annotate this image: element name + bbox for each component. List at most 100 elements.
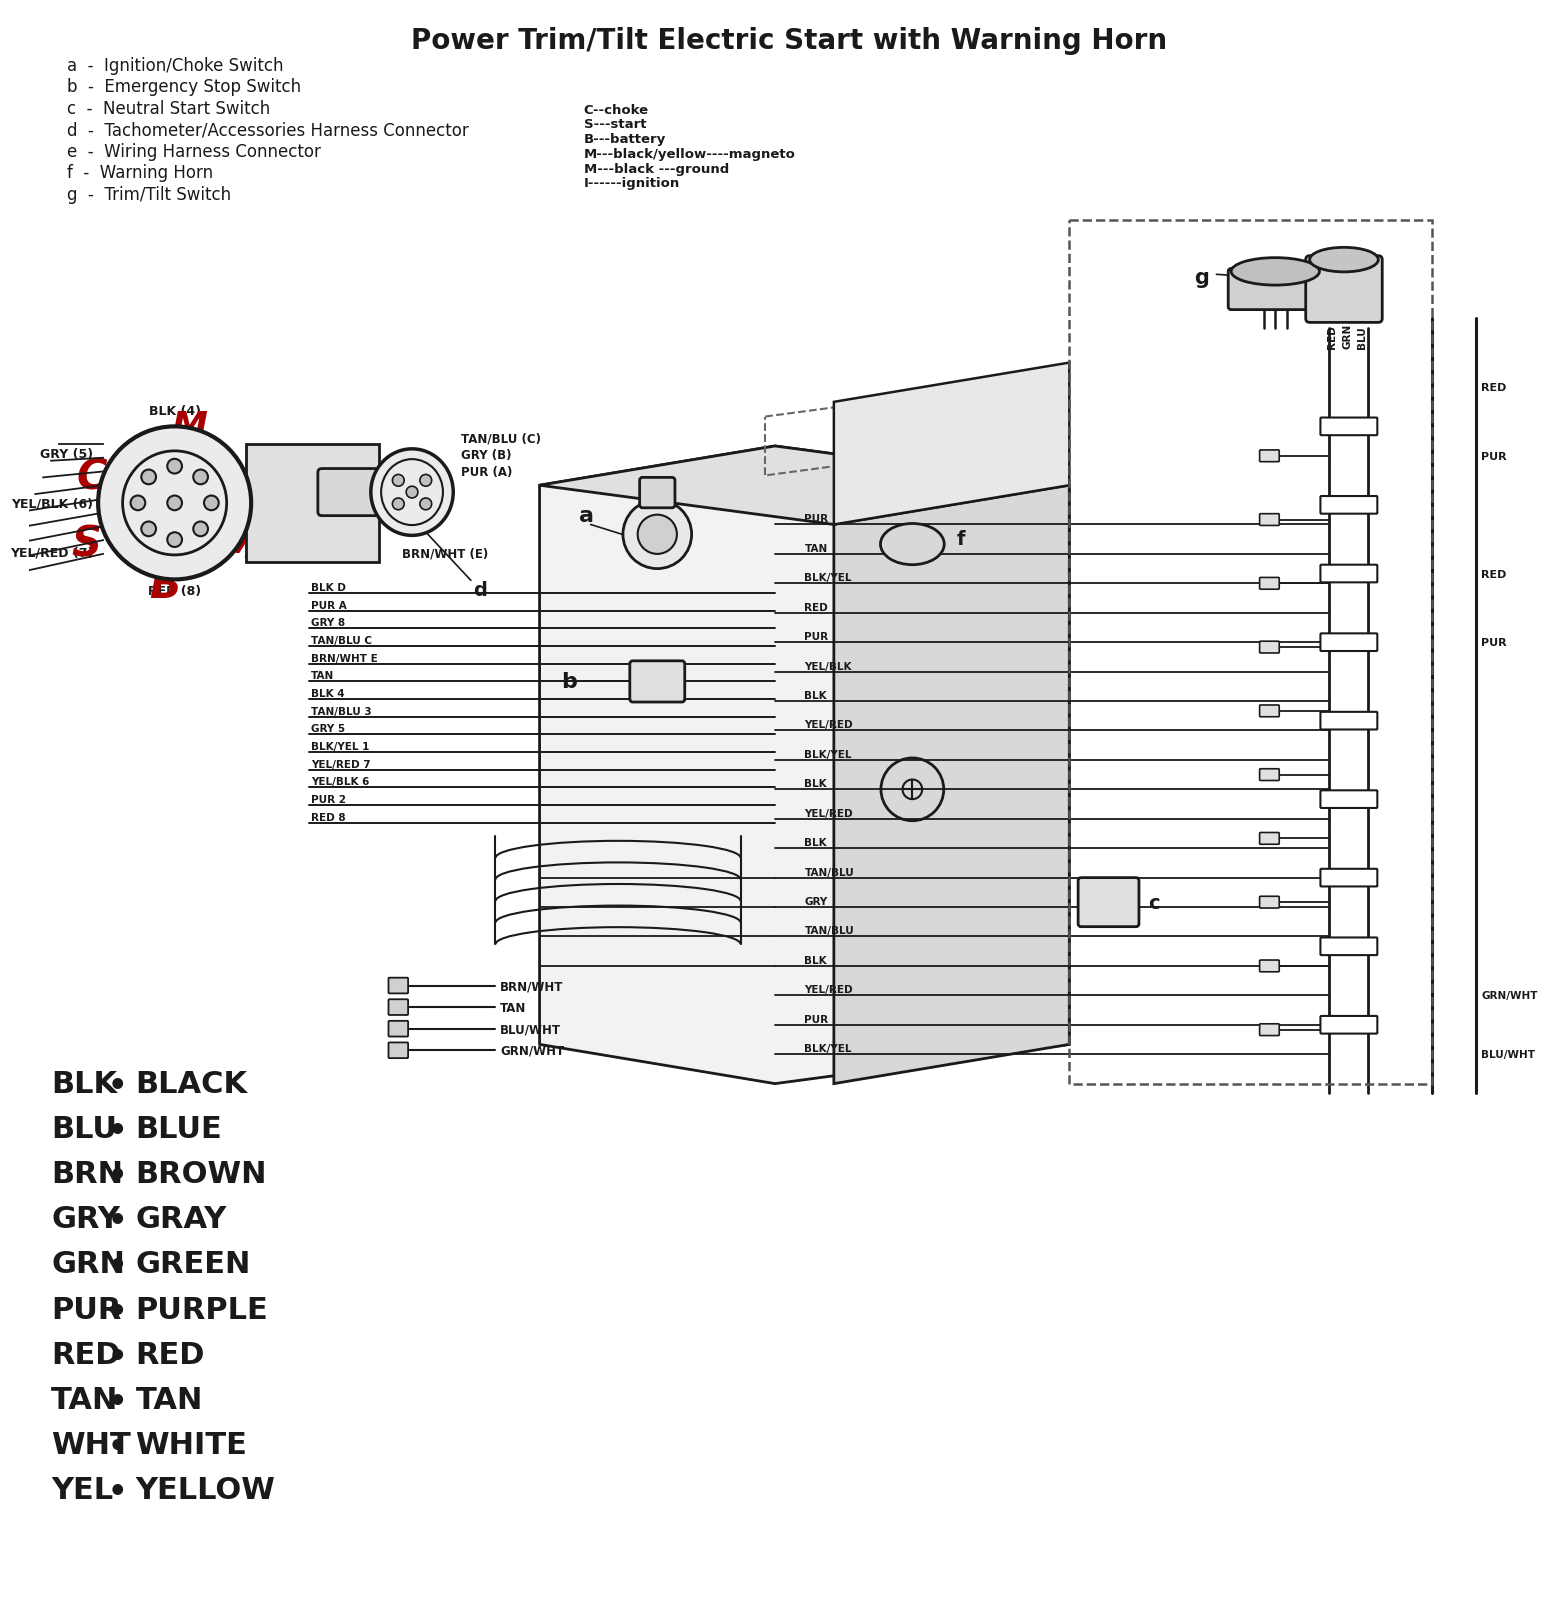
FancyBboxPatch shape [1320, 418, 1377, 436]
Circle shape [420, 499, 432, 510]
FancyBboxPatch shape [1320, 497, 1377, 515]
FancyBboxPatch shape [1306, 257, 1382, 323]
Text: •: • [108, 1072, 127, 1101]
Text: BLACK: BLACK [135, 1068, 248, 1098]
Text: f: f [956, 529, 965, 549]
Circle shape [98, 428, 251, 579]
FancyBboxPatch shape [246, 445, 378, 562]
Text: BLK (4): BLK (4) [149, 405, 201, 418]
Text: PUR (2): PUR (2) [256, 497, 310, 510]
Text: BLK 4: BLK 4 [311, 689, 344, 699]
Circle shape [194, 470, 208, 484]
Circle shape [638, 515, 677, 555]
Text: •: • [108, 1432, 127, 1461]
Text: c  -  Neutral Start Switch: c - Neutral Start Switch [67, 100, 270, 118]
Circle shape [392, 499, 404, 510]
Text: WHITE: WHITE [135, 1430, 248, 1459]
FancyBboxPatch shape [1259, 705, 1279, 717]
Text: YEL/RED: YEL/RED [804, 809, 853, 818]
Text: GRY: GRY [804, 896, 827, 907]
Text: •: • [108, 1117, 127, 1146]
Text: GREEN: GREEN [135, 1249, 251, 1278]
Polygon shape [539, 447, 1069, 1085]
Text: YEL/RED (7): YEL/RED (7) [9, 546, 93, 558]
FancyBboxPatch shape [389, 1043, 407, 1059]
Text: GRN/WHT: GRN/WHT [1481, 991, 1538, 1001]
Text: GRY (5): GRY (5) [40, 449, 93, 462]
FancyBboxPatch shape [1320, 1017, 1377, 1035]
Text: M: M [220, 531, 257, 565]
Polygon shape [833, 486, 1069, 1085]
Ellipse shape [1231, 258, 1320, 286]
Text: PUR A: PUR A [311, 600, 347, 610]
Text: GRN/WHT: GRN/WHT [500, 1044, 564, 1057]
Text: d  -  Tachometer/Accessories Harness Connector: d - Tachometer/Accessories Harness Conne… [67, 121, 468, 139]
Text: RED (8): RED (8) [149, 584, 201, 597]
Circle shape [167, 533, 181, 547]
Text: I------ignition: I------ignition [584, 178, 680, 190]
FancyBboxPatch shape [1320, 938, 1377, 955]
Text: PUR: PUR [1481, 452, 1507, 462]
Text: YEL/RED: YEL/RED [804, 985, 853, 994]
Text: b: b [561, 671, 576, 692]
FancyBboxPatch shape [1259, 897, 1279, 909]
FancyBboxPatch shape [1259, 578, 1279, 589]
Text: M---black/yellow----magneto: M---black/yellow----magneto [584, 148, 796, 161]
Text: e: e [364, 462, 378, 481]
Circle shape [167, 495, 181, 512]
Circle shape [167, 460, 181, 475]
Text: TAN/BLU (3): TAN/BLU (3) [256, 449, 341, 462]
Text: RED: RED [1481, 383, 1507, 392]
Text: BLK/YEL: BLK/YEL [804, 749, 852, 760]
Text: TAN/BLU: TAN/BLU [804, 867, 853, 876]
Text: TAN: TAN [51, 1385, 118, 1414]
FancyBboxPatch shape [1228, 270, 1323, 310]
FancyBboxPatch shape [1259, 960, 1279, 972]
Text: WHT: WHT [51, 1430, 130, 1459]
Text: GRY: GRY [51, 1204, 119, 1233]
FancyBboxPatch shape [389, 1022, 407, 1036]
Text: PURPLE: PURPLE [135, 1294, 268, 1323]
FancyBboxPatch shape [1320, 565, 1377, 583]
Text: d: d [472, 581, 486, 600]
Circle shape [130, 495, 146, 512]
Text: BRN/WHT E: BRN/WHT E [311, 654, 378, 663]
Text: TAN/BLU (C): TAN/BLU (C) [462, 433, 541, 445]
Bar [1069, 221, 1433, 1085]
Polygon shape [539, 447, 1069, 525]
Text: BRN/WHT: BRN/WHT [500, 980, 564, 993]
Text: YEL/BLK: YEL/BLK [804, 662, 852, 671]
Text: M: M [172, 410, 208, 444]
Text: BLK/YEL (1): BLK/YEL (1) [256, 546, 338, 558]
Text: TAN: TAN [311, 671, 335, 681]
Text: a: a [579, 505, 593, 525]
Text: BROWN: BROWN [135, 1159, 266, 1188]
Text: •: • [108, 1477, 127, 1506]
Text: PUR: PUR [804, 631, 829, 642]
Circle shape [406, 487, 418, 499]
Text: YEL/BLK 6: YEL/BLK 6 [311, 776, 369, 788]
FancyBboxPatch shape [630, 662, 685, 702]
Circle shape [623, 500, 691, 570]
Text: BLUE: BLUE [135, 1114, 222, 1143]
Text: BLK: BLK [51, 1068, 118, 1098]
Text: TAN/BLU 3: TAN/BLU 3 [311, 707, 372, 717]
FancyBboxPatch shape [1259, 1025, 1279, 1036]
Text: TAN: TAN [135, 1385, 203, 1414]
Text: a  -  Ignition/Choke Switch: a - Ignition/Choke Switch [67, 56, 283, 74]
Text: g  -  Trim/Tilt Switch: g - Trim/Tilt Switch [67, 186, 231, 203]
Text: PUR 2: PUR 2 [311, 794, 345, 804]
Text: GRY (B): GRY (B) [462, 449, 511, 462]
Text: GRN: GRN [51, 1249, 125, 1278]
Text: BLK: BLK [804, 691, 827, 700]
Text: BLK/YEL 1: BLK/YEL 1 [311, 741, 369, 752]
Text: •: • [108, 1251, 127, 1280]
Text: BRN/WHT (E): BRN/WHT (E) [403, 547, 488, 560]
Text: BLK/YEL: BLK/YEL [804, 573, 852, 583]
Text: RED: RED [135, 1340, 204, 1369]
Text: RED: RED [804, 602, 829, 612]
Text: BLK: BLK [804, 780, 827, 789]
Text: GRN: GRN [1343, 323, 1352, 349]
Text: •: • [108, 1386, 127, 1415]
Text: BLK: BLK [804, 955, 827, 965]
